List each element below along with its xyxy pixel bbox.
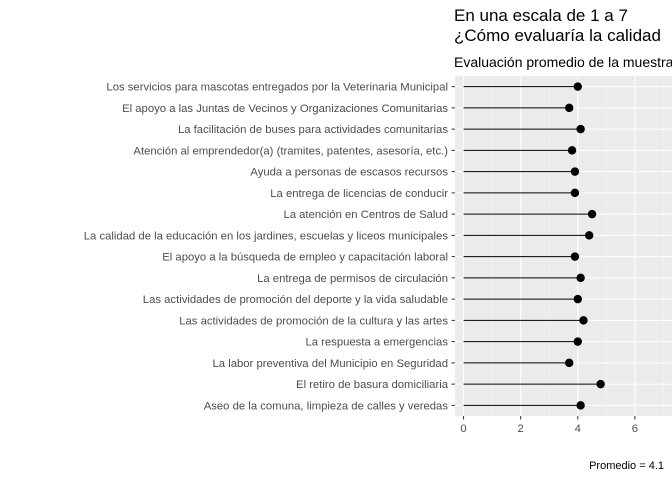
lollipop-point	[596, 379, 605, 389]
category-label: El retiro de basura domiciliaria	[296, 379, 449, 391]
chart-subtitle: Evaluación promedio de la muestra	[454, 54, 672, 70]
category-label: La respuesta a emergencias	[305, 337, 448, 349]
x-tick-label: 0	[460, 423, 466, 435]
lollipop-point	[565, 103, 574, 113]
category-label: La facilitación de buses para actividade…	[178, 124, 448, 136]
lollipop-point	[570, 167, 580, 176]
category-label: Aseo de la comuna, limpieza de calles y …	[204, 400, 449, 412]
lollipop-point	[573, 294, 582, 304]
category-label: Las actividades de promoción de la cultu…	[179, 315, 448, 327]
x-tick-label: 2	[518, 423, 524, 435]
category-label: La atención en Centros de Salud	[283, 209, 448, 221]
average-caption: Promedio = 4.1	[589, 460, 664, 472]
x-tick-label: 6	[632, 423, 638, 435]
category-label: Ayuda a personas de escasos recursos	[250, 167, 448, 179]
category-label: El apoyo a las Juntas de Vecinos y Organ…	[122, 103, 448, 115]
lollipop-point	[584, 231, 594, 240]
chart-title-line-2: ¿Cómo evaluaría la calidad	[454, 26, 661, 45]
category-label: Atención al emprendedor(a) (tramites, pa…	[133, 145, 448, 157]
lollipop-point	[570, 188, 580, 198]
category-label: Los servicios para mascotas entregados p…	[106, 82, 448, 94]
category-label: La labor preventiva del Municipio en Seg…	[212, 358, 448, 370]
lollipop-point	[579, 316, 588, 325]
category-label: La entrega de permisos de circulación	[257, 273, 448, 285]
lollipop-point	[573, 337, 582, 346]
lollipop-point	[576, 273, 585, 283]
category-label: La entrega de licencias de conducir	[270, 188, 448, 200]
lollipop-point	[567, 146, 577, 155]
plot-panel	[455, 76, 672, 416]
category-label: La calidad de la educación en los jardin…	[84, 230, 449, 242]
lollipop-point	[587, 209, 597, 219]
category-label: Las actividades de promoción del deporte…	[143, 294, 448, 306]
chart-title-line-1: En una escala de 1 a 7	[454, 6, 628, 25]
lollipop-point	[576, 124, 585, 134]
lollipop-point	[573, 82, 582, 91]
lollipop-point	[565, 358, 574, 368]
x-tick-label: 4	[575, 423, 581, 435]
category-label: El apoyo a la búsqueda de empleo y capac…	[162, 252, 448, 264]
title-block: En una escala de 1 a 7 ¿Cómo evaluaría l…	[454, 6, 672, 71]
lollipop-point	[576, 401, 585, 410]
lollipop-point	[570, 252, 580, 261]
